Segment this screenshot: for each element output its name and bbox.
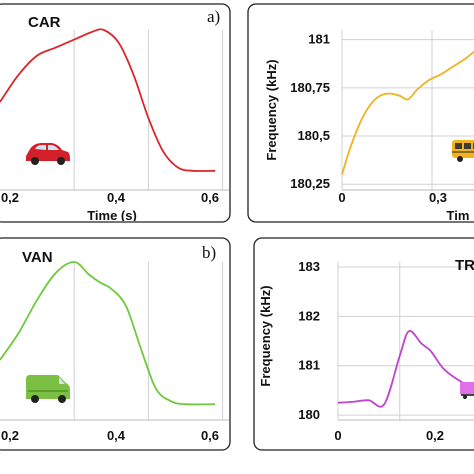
panel-bus-y-tick-label: 180,25: [290, 176, 330, 191]
panel-bus-y-tick-label: 180,5: [297, 128, 330, 143]
panel-bus-x-axis-label: Tim: [447, 208, 470, 223]
panel-van-x-tick-label: 0,4: [107, 428, 126, 443]
panel-truck-x-tick-label: 0: [334, 428, 341, 443]
panel-bus-y-axis-label: Frequency (kHz): [264, 59, 279, 160]
panel-van-x-axis-label: Time (s): [87, 449, 137, 464]
panel-truck-y-tick-label: 180: [298, 407, 320, 422]
panel-bus: 0 0,3 181 180,75 180,5 180,25 Tim Frequency (kH…: [247, 3, 474, 223]
panel-van-title: VAN: [22, 249, 53, 266]
panel-truck-y-tick-label: 181: [298, 358, 320, 373]
panel-car-frame: [0, 3, 231, 223]
panel-bus-series-line: [341, 48, 474, 175]
panel-van-x-tick-label: 0,2: [1, 428, 19, 443]
green-van-icon: [26, 375, 70, 403]
panel-truck-frame: [253, 237, 474, 451]
pink-truck-icon: [460, 382, 474, 399]
panel-bus-x-tick-label: 0: [338, 190, 345, 205]
panel-van-letter: b): [202, 243, 216, 262]
panel-car: 0,2 0,4 0,6 Time (s) CAR a): [0, 3, 231, 223]
panel-car-x-axis-label: Time (s): [87, 208, 137, 223]
panel-truck-y-tick-label: 183: [298, 259, 320, 274]
panel-truck-y-tick-label: 182: [298, 308, 320, 323]
panel-bus-frame: [247, 3, 474, 223]
panel-bus-y-tick-label: 180,75: [290, 80, 330, 95]
panel-van: 0,2 0,4 0,6 Time (s) VAN b): [0, 237, 231, 464]
panel-bus-y-tick-label: 181: [308, 32, 330, 47]
panel-bus-x-tick-label: 0,3: [429, 190, 447, 205]
panel-truck-series-line: [337, 330, 474, 408]
panel-truck: 0 0,2 183 182 181 180 Frequency (kHz) TR: [253, 237, 474, 451]
yellow-bus-icon: [452, 140, 474, 162]
panel-van-series-line: [0, 261, 216, 406]
panel-car-x-tick-label: 0,2: [1, 190, 19, 205]
panel-truck-x-tick-label: 0,2: [426, 428, 444, 443]
panel-truck-y-axis-label: Frequency (kHz): [258, 285, 273, 386]
panel-van-frame: [0, 237, 231, 451]
panel-car-series-line: [0, 28, 216, 172]
panel-van-x-tick-label: 0,6: [201, 428, 219, 443]
panel-car-x-tick-label: 0,6: [201, 190, 219, 205]
panel-car-letter: a): [207, 7, 220, 26]
panel-truck-title: TR: [455, 257, 474, 274]
panel-car-title: CAR: [28, 14, 61, 31]
red-car-icon: [26, 143, 70, 165]
panel-car-x-tick-label: 0,4: [107, 190, 126, 205]
